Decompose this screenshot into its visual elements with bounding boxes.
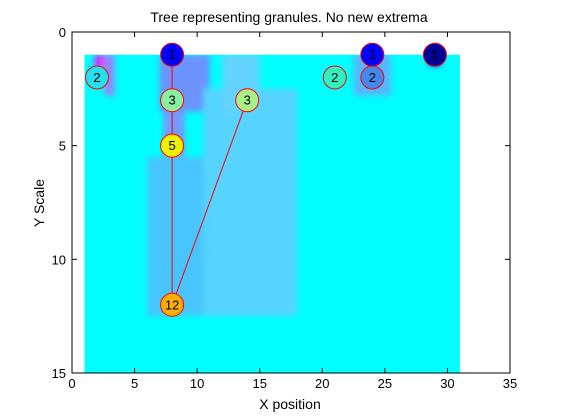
x-tick-label: 10 [190,376,204,391]
image-patch [147,157,203,316]
node-label: 2 [369,70,376,85]
node-label: 2 [331,70,338,85]
y-axis-label: Y Scale [31,179,47,227]
node-label: 5 [168,138,175,153]
node-label: 1 [168,47,175,62]
x-tick-label: 25 [378,376,392,391]
node-label: 3 [168,93,175,108]
x-tick-label: 35 [503,376,517,391]
node-label: 1 [431,47,438,62]
x-tick-label: 30 [440,376,454,391]
chart-title: Tree representing granules. No new extre… [150,9,428,25]
y-tick-label: 5 [59,139,66,154]
y-tick-label: 15 [52,366,66,381]
x-tick-label: 20 [315,376,329,391]
image-patch [203,89,297,316]
x-axis-label: X position [259,396,320,412]
x-tick-label: 0 [68,376,75,391]
node-label: 12 [165,297,179,312]
y-tick-label: 10 [52,252,66,267]
node-label: 1 [369,47,376,62]
granule-image [85,55,460,373]
node-label: 2 [93,70,100,85]
node-label: 3 [244,93,251,108]
y-tick-label: 0 [59,25,66,40]
x-tick-label: 15 [252,376,266,391]
x-tick-label: 5 [131,376,138,391]
